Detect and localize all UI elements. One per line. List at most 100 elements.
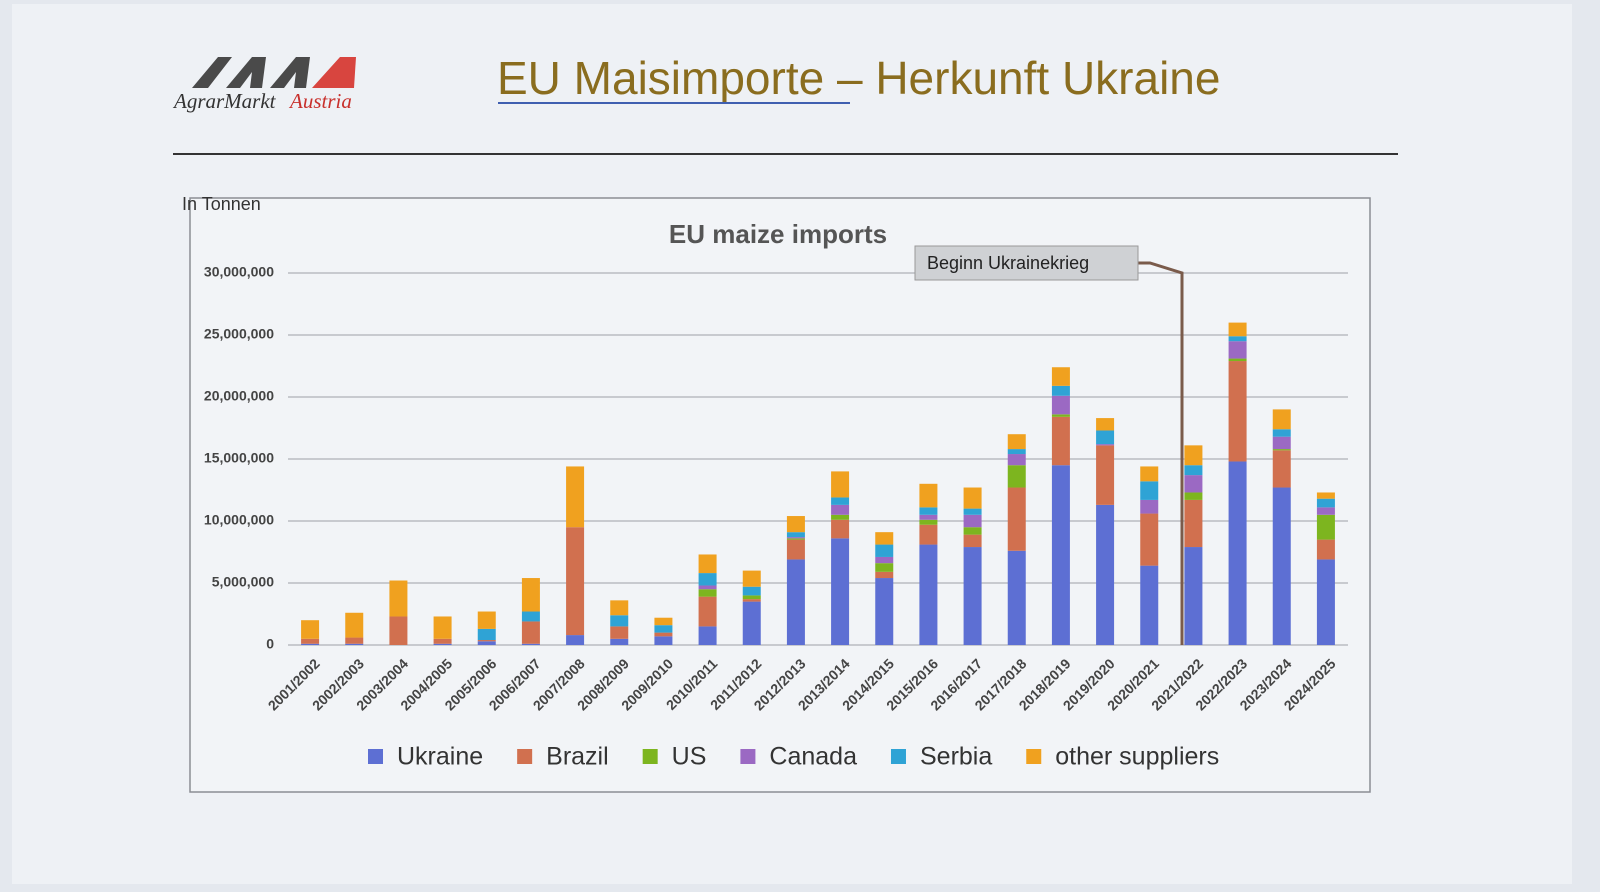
bar-segment [786,537,805,539]
bar-segment [786,559,805,645]
bar-segment [1007,465,1026,488]
bar-segment [433,638,452,644]
bar-segment [786,538,805,540]
bar-segment [301,643,320,645]
bar-segment [477,628,496,641]
logo-country: Austria [288,89,352,113]
bar-segment [610,638,629,645]
bar-segment [1007,434,1026,450]
bar-segment [1140,513,1159,566]
bar-segment [654,636,673,645]
bar-segment [1272,429,1291,437]
slide-title: EU Maisimporte – Herkunft Ukraine [497,52,1220,104]
bar-segment [1051,414,1070,417]
bar-segment [742,601,761,645]
bar-segment [610,626,629,639]
bar-segment [875,556,894,564]
bar-segment [831,471,850,498]
bar-segment [1184,475,1203,493]
bar-segment [1316,507,1335,515]
bar-segment [1051,416,1070,466]
bar-segment [389,616,408,645]
bar-segment [786,516,805,533]
bar-segment [1184,547,1203,645]
legend-label: US [672,743,707,771]
bar-segment [1272,487,1291,645]
bar-segment [919,519,938,525]
y-tick-label: 0 [266,636,274,652]
bar-segment [698,626,717,645]
bar-segment [1007,487,1026,551]
bar-segment [610,600,629,616]
bar-segment [831,504,850,515]
bar-segment [389,580,408,617]
bar-segment [1140,466,1159,482]
bar-segment [875,578,894,645]
annotation-line [1138,261,1184,645]
bar-segment [1228,461,1247,645]
bar-segment [831,538,850,645]
bar-segment [919,544,938,645]
bar-segment [1316,498,1335,508]
bar-segment [477,641,496,645]
bar-segment [301,638,320,644]
bar-segment [1007,449,1026,455]
bar-segment [742,570,761,587]
bar-segment [1140,499,1159,514]
y-tick-label: 15,000,000 [204,450,274,466]
legend-swatch [642,749,658,764]
bar-segment [1228,341,1247,359]
bar-segment [1272,436,1291,450]
bar-segment [875,544,894,557]
bar-segment [1228,322,1247,337]
bar-segment [477,611,496,629]
bar-segment [345,643,364,645]
bar-segment [698,554,717,574]
bar-segment [654,617,673,626]
bar-segment [1007,550,1026,645]
bar-segment [742,586,761,596]
bar-segment [875,532,894,545]
bar-segment [1051,395,1070,415]
bar-segment [831,497,850,505]
bar-segment [831,514,850,520]
bar-segment [963,547,982,645]
bar-segment [1316,559,1335,645]
bar-segment [1272,449,1291,451]
bar-segment [1051,465,1070,645]
bar-segment [963,487,982,509]
bar-segment [698,573,717,586]
bar-segment [1140,565,1159,645]
logo-mark [192,57,356,88]
bar-segment [1140,481,1159,500]
bar-segment [477,640,496,642]
bar-segment [1184,465,1203,476]
bar-segment [919,524,938,545]
bar-segment [963,534,982,548]
bar-segment [1316,514,1335,540]
bar-segment [654,632,673,637]
bar-segment [654,625,673,633]
bar-segment [566,527,585,636]
y-tick-label: 30,000,000 [204,264,274,280]
bar-segment [1228,361,1247,462]
bar-segment [1184,445,1203,466]
bar-segment [742,595,761,600]
bar-segment [345,637,364,644]
legend-label: Canada [769,743,857,771]
y-tick-label: 5,000,000 [212,574,274,590]
chart-frame [189,197,1371,793]
bar-segment [831,519,850,539]
bar-segment [1096,444,1115,446]
bar-segment [301,620,320,639]
legend-label: Brazil [546,743,609,771]
bar-segment [433,616,452,639]
bar-segment [875,563,894,572]
bar-segment [698,585,717,590]
bar-segment [566,466,585,528]
y-axis-label: In Tonnen [182,194,261,214]
bar-segment [566,635,585,645]
bar-segment [1096,418,1115,431]
logo-name: AgrarMarkt [172,89,277,113]
legend-swatch [517,749,533,764]
